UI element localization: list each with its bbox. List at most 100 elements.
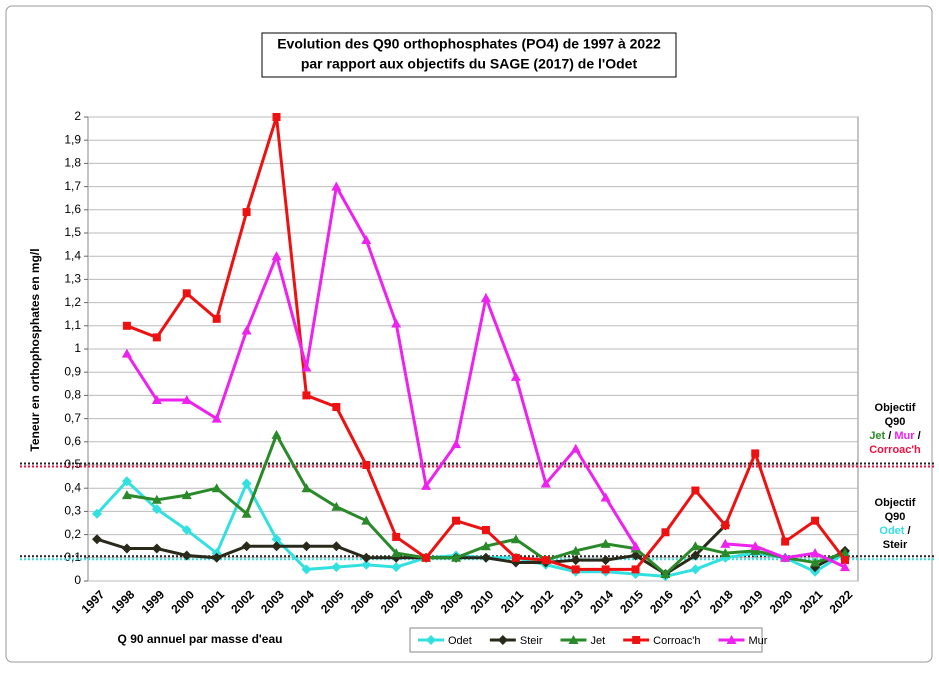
point (691, 486, 700, 495)
point (660, 569, 671, 579)
point (182, 289, 191, 298)
point (540, 478, 551, 488)
point (720, 548, 731, 558)
legend-marker (497, 635, 508, 645)
point (841, 556, 849, 565)
point (690, 541, 701, 551)
y-tick-label: 0,7 (64, 411, 81, 425)
annotation-part: Odet (879, 525, 904, 537)
point (121, 476, 132, 487)
point (421, 480, 432, 490)
point (840, 562, 850, 572)
point (720, 538, 731, 548)
legend-marker (568, 635, 579, 644)
point (361, 552, 372, 563)
y-tick-label: 1,8 (64, 156, 81, 170)
point (211, 483, 222, 493)
point (571, 565, 580, 574)
point (452, 516, 461, 525)
point (810, 557, 821, 567)
x-axis-title: Q 90 annuel par masse d'eau (118, 632, 283, 646)
legend-label: Jet (590, 635, 605, 647)
point (392, 532, 401, 541)
legend-marker (632, 636, 641, 644)
point (361, 234, 372, 244)
point (211, 552, 222, 563)
point (600, 538, 611, 548)
point (152, 333, 161, 342)
point (600, 555, 611, 566)
point (361, 515, 372, 525)
point (570, 555, 581, 566)
annotation: Steir (883, 539, 908, 551)
point (241, 478, 252, 489)
point (511, 553, 520, 562)
point (541, 556, 550, 565)
legend-label: Steir (520, 635, 543, 647)
point (600, 492, 611, 502)
y-axis-title: Teneur en orthophosphates en mg/l (28, 248, 42, 451)
point (301, 362, 312, 372)
point (151, 494, 162, 504)
point (422, 553, 431, 562)
point (362, 461, 371, 469)
y-tick-label: 0,8 (64, 388, 81, 402)
point (151, 543, 162, 554)
point (630, 541, 641, 551)
point (480, 541, 491, 551)
point (151, 504, 162, 515)
point (510, 371, 521, 381)
point (631, 565, 640, 574)
legend-marker (726, 635, 737, 644)
legend-label: Corroac'h (653, 635, 700, 647)
point (480, 552, 491, 563)
annotation-part: Q90 (885, 416, 906, 428)
point (301, 483, 312, 493)
annotation-part: Q90 (885, 511, 906, 523)
point (92, 534, 102, 545)
annotation-part: Corroac'h (869, 444, 921, 456)
annotation-part: / (885, 430, 894, 442)
point (690, 550, 701, 561)
point (331, 181, 342, 191)
y-tick-label: 0,9 (64, 364, 81, 378)
point (750, 545, 761, 555)
y-tick-label: 0,6 (64, 434, 81, 448)
point (481, 525, 490, 534)
point (121, 348, 132, 358)
annotation: Q90 (885, 416, 906, 428)
point (331, 562, 342, 573)
point (181, 395, 192, 405)
point (721, 521, 730, 530)
point (780, 552, 791, 562)
point (751, 449, 760, 458)
point (271, 429, 282, 439)
point (122, 321, 131, 330)
legend-label: Odet (448, 635, 472, 647)
point (391, 562, 402, 573)
point (811, 516, 820, 525)
point (661, 528, 670, 537)
point (331, 541, 342, 552)
annotation-part: / (904, 525, 910, 537)
y-tick-label: 1,6 (64, 202, 81, 216)
y-tick-label: 1,4 (64, 248, 81, 262)
point (750, 541, 761, 551)
y-tick-label: 1,9 (64, 132, 81, 146)
point (480, 292, 491, 302)
point (181, 490, 192, 500)
annotation-part: Objectif (875, 402, 916, 414)
y-tick-label: 1,7 (64, 179, 81, 193)
point (121, 490, 132, 500)
annotation: Q90 (885, 511, 906, 523)
y-tick-label: 1,3 (64, 272, 81, 286)
y-tick-label: 1,2 (64, 295, 81, 309)
point (181, 550, 192, 561)
point (301, 564, 312, 575)
point (241, 508, 252, 518)
legend-label: Mur (749, 635, 768, 647)
point (181, 524, 192, 535)
title-box (261, 32, 677, 78)
chart-title: par rapport aux objectifs du SAGE (2017)… (301, 56, 638, 72)
